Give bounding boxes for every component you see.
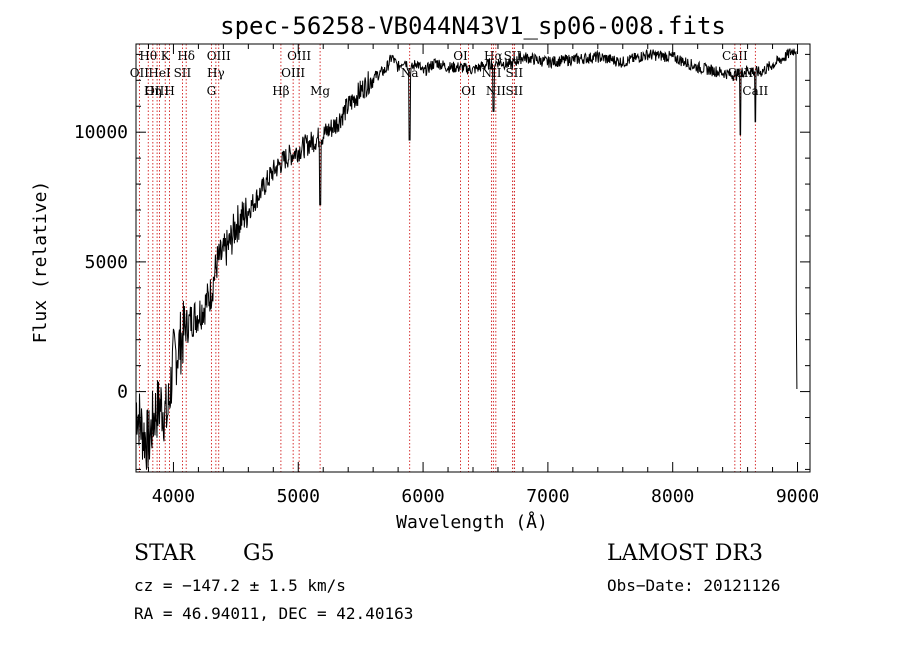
spectral-line-label: Na bbox=[401, 66, 419, 80]
object-class: STAR bbox=[134, 541, 195, 566]
x-tick-label: 6000 bbox=[401, 486, 444, 507]
redshift-value: cz = −147.2 ± 1.5 km/s bbox=[134, 576, 346, 595]
spectral-line-label: OII bbox=[130, 66, 150, 80]
x-tick-label: 4000 bbox=[152, 486, 195, 507]
spectral-line-label: Hδ bbox=[177, 49, 195, 63]
coordinates: RA = 46.94011, DEC = 42.40163 bbox=[134, 604, 414, 623]
y-tick-label: 5000 bbox=[85, 252, 128, 273]
spectral-line-label: CaII bbox=[722, 49, 748, 63]
spectral-line-label: NII bbox=[481, 66, 501, 80]
y-axis-ticks: 0 5000 10000 bbox=[74, 53, 810, 470]
y-tick-label: 10000 bbox=[74, 122, 128, 143]
spectral-line-label: OIII bbox=[281, 66, 305, 80]
plot-frame bbox=[135, 43, 811, 473]
y-axis-label: Flux (relative) bbox=[30, 181, 51, 344]
spectral-line-label: Hβ bbox=[272, 84, 289, 98]
spectral-line-label: OIII bbox=[145, 84, 169, 98]
spectral-line-label: G bbox=[207, 84, 217, 98]
survey-name: LAMOST DR3 bbox=[607, 541, 763, 566]
x-tick-label: 8000 bbox=[651, 486, 694, 507]
spectral-line-label: NII bbox=[486, 84, 506, 98]
x-axis-label: Wavelength (Å) bbox=[396, 511, 548, 533]
spectral-line-label: H bbox=[164, 84, 174, 98]
spectral-line-label: OIII bbox=[207, 49, 231, 63]
spectral-line-label: OIII bbox=[287, 49, 311, 63]
chart-title: spec-56258-VB044N43V1_sp06-008.fits bbox=[220, 12, 726, 40]
spectral-line-label: Hγ bbox=[207, 66, 225, 80]
spectral-line-label: HeI bbox=[148, 66, 171, 80]
spectral-line-label: OI bbox=[453, 49, 468, 63]
flux-line bbox=[135, 48, 798, 470]
spectral-line-label: Hθ bbox=[139, 49, 157, 63]
flux-series bbox=[135, 48, 798, 470]
obs-date: Obs−Date: 20121126 bbox=[607, 576, 781, 595]
spectral-line-label: SII bbox=[505, 84, 523, 98]
spectral-line-label: OI bbox=[461, 84, 476, 98]
object-subclass: G5 bbox=[243, 541, 275, 566]
spectral-line-label: K bbox=[161, 49, 171, 63]
y-tick-label: 0 bbox=[117, 382, 128, 403]
x-axis-ticks: 4000 5000 6000 7000 8000 9000 bbox=[147, 44, 819, 507]
x-tick-label: 5000 bbox=[277, 486, 320, 507]
spectral-line-label: SII bbox=[174, 66, 192, 80]
spectral-line-label: Hη bbox=[144, 84, 162, 98]
spectral-line-label: Mg bbox=[310, 84, 330, 98]
x-tick-label: 9000 bbox=[776, 486, 819, 507]
x-tick-label: 7000 bbox=[526, 486, 569, 507]
